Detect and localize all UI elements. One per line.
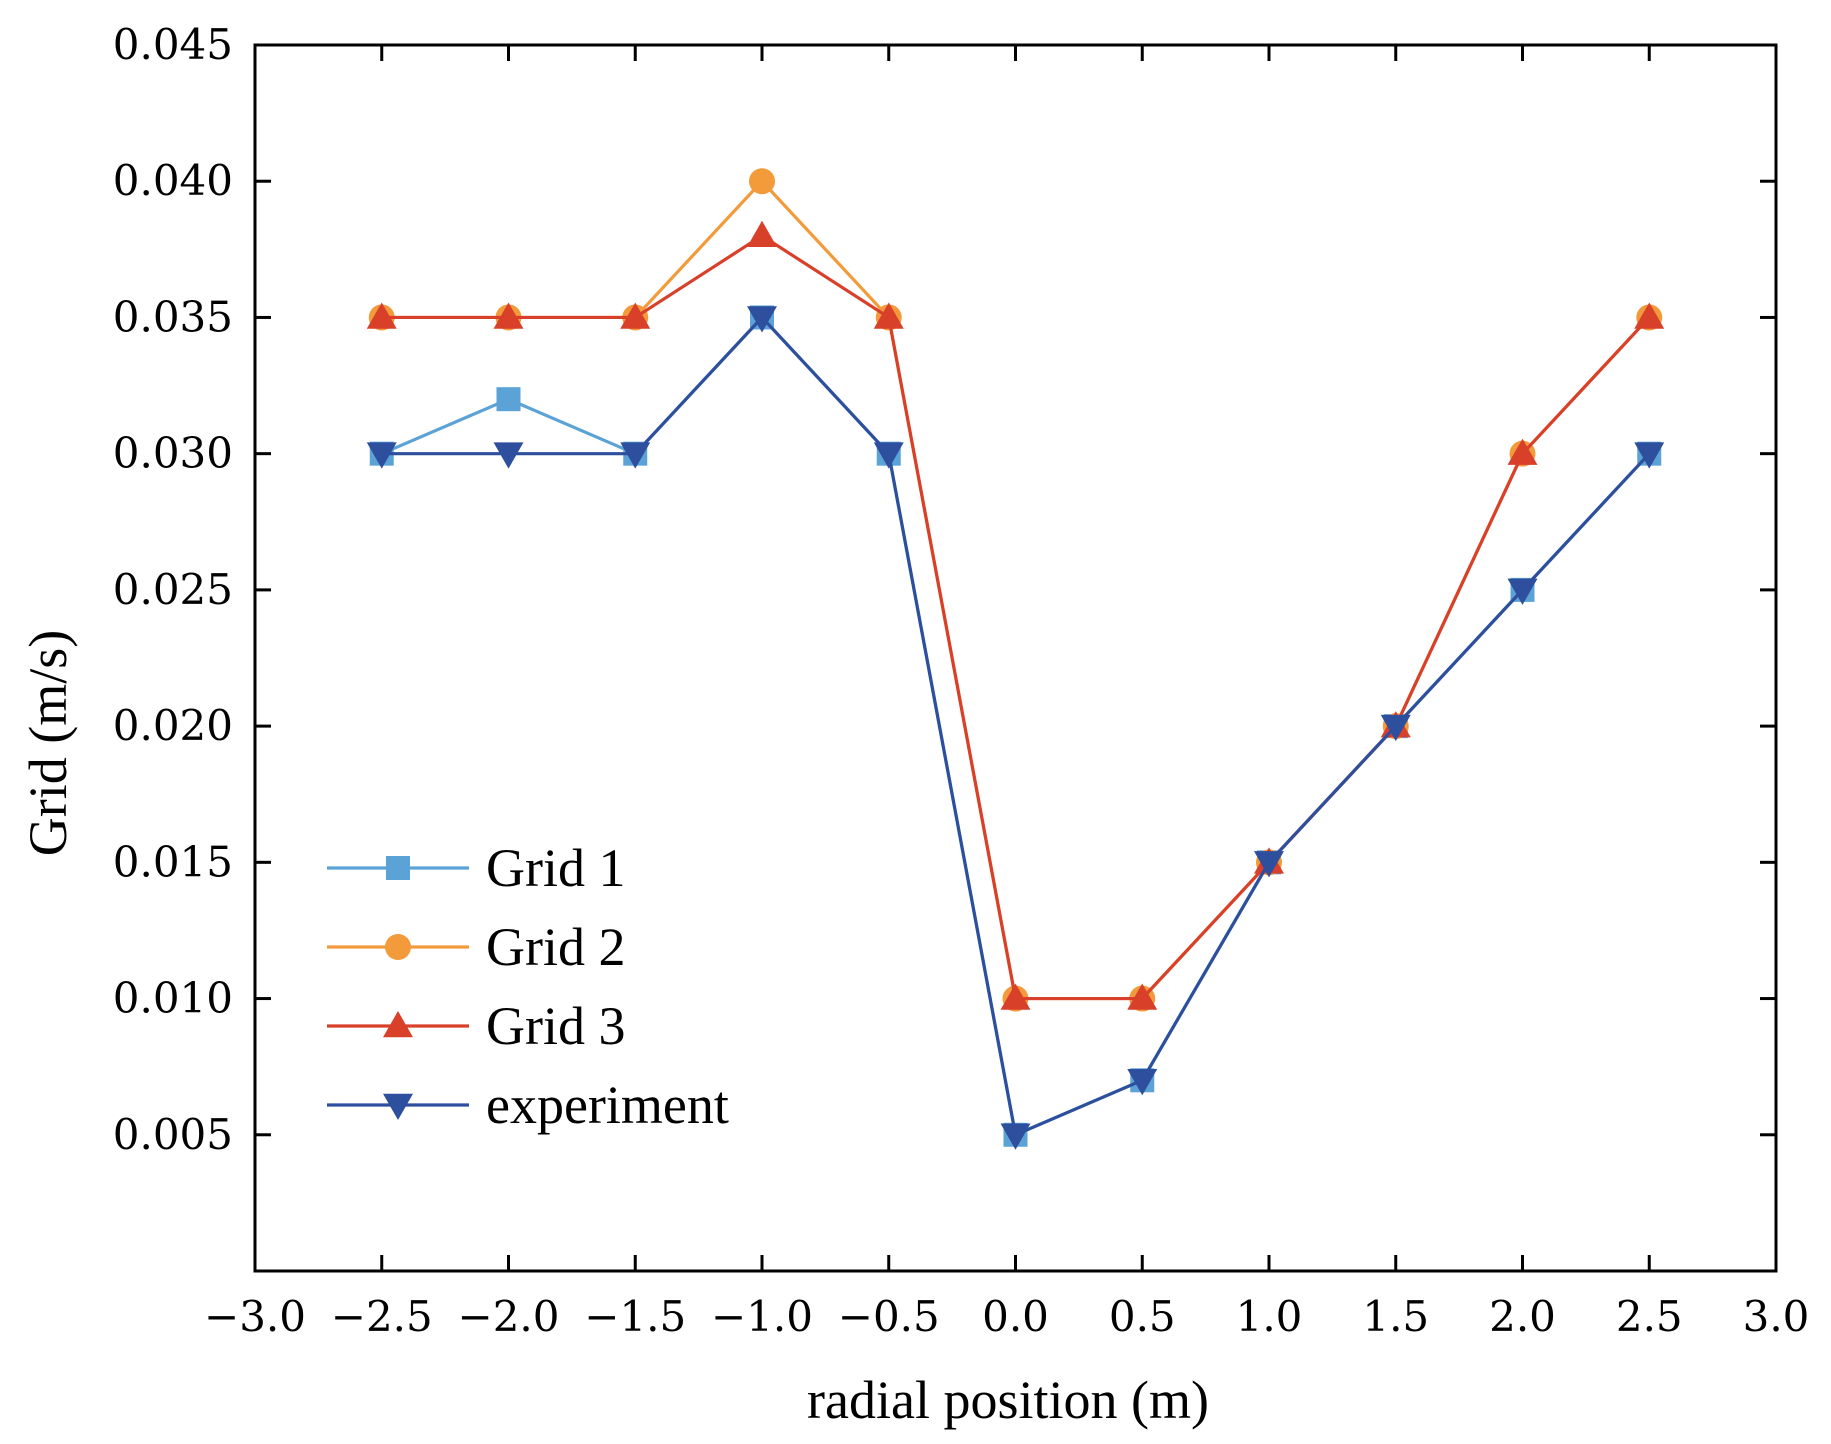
y-tick-label: 0.020 [113,701,233,750]
y-tick-label: 0.045 [113,20,233,69]
legend-marker-grid-1 [386,856,410,880]
x-tick-label: −1.0 [711,1292,813,1341]
x-tick-label: −2.5 [331,1292,433,1341]
data-point-experiment [493,442,524,469]
data-point-grid-3 [1634,302,1665,329]
data-point-grid-3 [493,302,524,329]
data-point-experiment [1127,1069,1158,1096]
legend-item-grid-3: Grid 3 [327,996,625,1056]
data-point-experiment [1000,1123,1031,1150]
y-tick-label: 0.040 [113,156,233,205]
series-layer [366,168,1665,1150]
x-tick-label: −3.0 [204,1292,306,1341]
data-point-grid-1 [496,387,521,412]
legend-item-grid-1: Grid 1 [327,838,625,898]
legend-marker-grid-2 [385,934,411,960]
x-tick-label: 2.5 [1616,1292,1683,1341]
y-tick-label: 0.025 [113,565,233,614]
data-point-experiment [620,442,651,469]
data-point-experiment [366,442,397,469]
data-point-grid-3 [366,302,397,329]
x-tick-label: 3.0 [1743,1292,1810,1341]
x-tick-label: 0.0 [982,1292,1049,1341]
legend-item-experiment: experiment [327,1075,729,1135]
data-point-experiment [747,306,777,333]
data-point-grid-2 [749,168,775,195]
data-point-grid-3 [873,302,904,329]
x-tick-label: 1.0 [1236,1292,1303,1341]
legend: Grid 1 Grid 2 Grid 3 experiment [327,838,729,1135]
data-point-experiment [1380,714,1411,742]
legend-label-experiment: experiment [486,1075,729,1135]
legend-marker-experiment [383,1093,413,1120]
x-tick-label: −1.5 [584,1292,686,1341]
y-axis-title: Grid (m/s) [18,630,78,856]
x-axis-title: radial position (m) [807,1370,1209,1430]
legend-label-grid-2: Grid 2 [486,917,625,977]
data-point-experiment [1254,851,1284,878]
data-point-grid-3 [1127,983,1158,1010]
y-tick-label: 0.010 [113,974,233,1023]
y-tick-label: 0.005 [113,1110,233,1159]
data-point-grid-3 [1000,983,1031,1010]
series-grid-3 [366,220,1665,1010]
data-point-experiment [1507,578,1538,605]
data-point-grid-3 [620,302,651,329]
y-tick-label: 0.015 [113,837,233,886]
series-experiment [366,306,1665,1150]
x-tick-label: −0.5 [838,1292,940,1341]
legend-item-grid-2: Grid 2 [327,917,625,977]
legend-label-grid-1: Grid 1 [486,838,625,898]
x-tick-label: 2.0 [1489,1292,1556,1341]
data-point-experiment [1634,442,1665,469]
legend-marker-grid-3 [383,1011,413,1038]
ticks-layer: −3.0 −2.5 −2.0 −1.5 −1.0 −0.5 0.0 0.5 1.0 1.5 2.0 2… [113,20,1810,1341]
data-point-experiment [873,442,904,469]
legend-label-grid-3: Grid 3 [486,996,625,1056]
data-point-grid-3 [747,220,777,247]
y-tick-label: 0.030 [113,429,233,478]
x-tick-label: 1.5 [1362,1292,1429,1341]
x-tick-label: −2.0 [458,1292,560,1341]
x-tick-label: 0.5 [1109,1292,1176,1341]
y-tick-label: 0.035 [113,292,233,341]
data-point-grid-3 [1507,438,1538,465]
